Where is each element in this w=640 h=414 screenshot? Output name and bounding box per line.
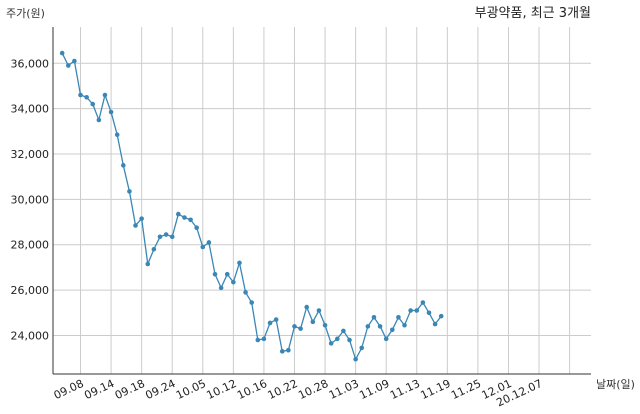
data-point xyxy=(353,356,358,362)
y-tick-label: 32,000 xyxy=(11,148,50,161)
y-tick-label: 36,000 xyxy=(11,57,50,70)
data-point xyxy=(78,92,83,98)
data-point xyxy=(206,240,212,245)
x-tick-label: 11.03 xyxy=(327,377,361,402)
data-point xyxy=(114,132,120,138)
series-points xyxy=(59,50,444,362)
x-tick-label: 09.08 xyxy=(52,377,86,402)
data-point xyxy=(108,109,114,115)
data-point xyxy=(255,337,261,343)
y-tick-label: 34,000 xyxy=(11,103,50,116)
data-point xyxy=(328,341,334,346)
y-tick-labels: 24,000 26,000 28,000 30,000 32,000 34,000 36,0… xyxy=(11,57,50,342)
x-tick-label: 11.09 xyxy=(357,377,391,402)
data-point xyxy=(310,319,316,325)
data-point xyxy=(261,336,267,342)
data-point xyxy=(396,315,401,320)
data-point xyxy=(365,324,371,329)
data-point xyxy=(292,324,297,329)
x-axis-title: 날짜(일) xyxy=(596,377,635,391)
series-line xyxy=(61,52,442,361)
data-point xyxy=(121,163,126,168)
data-point xyxy=(194,225,199,231)
y-tick-label: 30,000 xyxy=(11,193,50,206)
chart-title: 부광약품, 최근 3개월 xyxy=(475,6,591,21)
x-tick-label: 10.12 xyxy=(205,377,239,402)
data-point xyxy=(249,300,254,305)
x-tick-label: 10.05 xyxy=(174,377,208,402)
data-point xyxy=(176,211,181,217)
data-point xyxy=(347,337,352,343)
data-point xyxy=(133,223,138,228)
x-tick-label: 11.25 xyxy=(449,377,483,402)
y-tick-label: 24,000 xyxy=(11,329,50,342)
data-point xyxy=(90,101,96,107)
data-point xyxy=(408,308,413,313)
data-point xyxy=(157,234,163,240)
data-point xyxy=(402,322,407,328)
axes xyxy=(52,27,591,375)
data-point xyxy=(298,326,303,331)
data-point xyxy=(84,95,89,100)
data-point xyxy=(169,234,175,240)
data-point xyxy=(182,215,187,220)
data-point xyxy=(243,290,248,295)
data-point xyxy=(267,320,273,326)
data-point xyxy=(102,92,108,98)
x-tick-label: 10.22 xyxy=(266,377,300,402)
x-tick-label: 10.28 xyxy=(296,377,330,402)
data-point xyxy=(377,324,383,329)
data-point xyxy=(224,271,230,277)
data-point xyxy=(127,189,132,194)
data-point xyxy=(151,246,157,252)
data-point xyxy=(96,117,102,123)
data-point xyxy=(163,232,169,237)
data-point xyxy=(432,321,438,327)
data-point xyxy=(420,300,426,305)
data-point xyxy=(237,260,242,266)
x-tick-label: 11.13 xyxy=(388,377,422,402)
x-tick-labels: 09.0809.1409.1809.2410.0510.1210.1610.22… xyxy=(52,377,545,409)
x-tick-label: 09.14 xyxy=(82,377,116,402)
data-point xyxy=(438,313,444,319)
data-point xyxy=(188,217,193,223)
x-tick-label: 11.19 xyxy=(419,377,453,402)
data-point xyxy=(371,315,377,320)
data-point xyxy=(200,244,206,250)
data-point xyxy=(304,304,310,310)
data-point xyxy=(426,310,432,316)
data-point xyxy=(390,327,395,333)
y-axis-title: 주가(원) xyxy=(6,7,45,20)
x-tick-label: 09.24 xyxy=(143,377,177,402)
data-point xyxy=(334,336,340,342)
data-point xyxy=(316,308,322,313)
data-point xyxy=(414,308,420,313)
y-tick-label: 28,000 xyxy=(11,239,50,252)
grid xyxy=(53,27,591,374)
y-tick-label: 26,000 xyxy=(11,284,50,297)
data-point xyxy=(231,279,236,285)
data-point xyxy=(218,285,224,291)
data-point xyxy=(359,345,365,351)
data-point xyxy=(322,322,328,328)
data-point xyxy=(139,216,144,221)
data-point xyxy=(59,50,65,56)
data-point xyxy=(273,317,279,322)
data-point xyxy=(383,336,389,342)
data-point xyxy=(286,347,291,353)
data-point xyxy=(72,58,77,64)
x-tick-label: 10.16 xyxy=(235,377,269,402)
data-point xyxy=(212,271,218,277)
x-tick-label: 09.18 xyxy=(113,377,147,402)
data-point xyxy=(65,63,71,68)
data-point xyxy=(341,328,346,334)
data-point xyxy=(279,349,285,354)
data-point xyxy=(145,261,151,267)
